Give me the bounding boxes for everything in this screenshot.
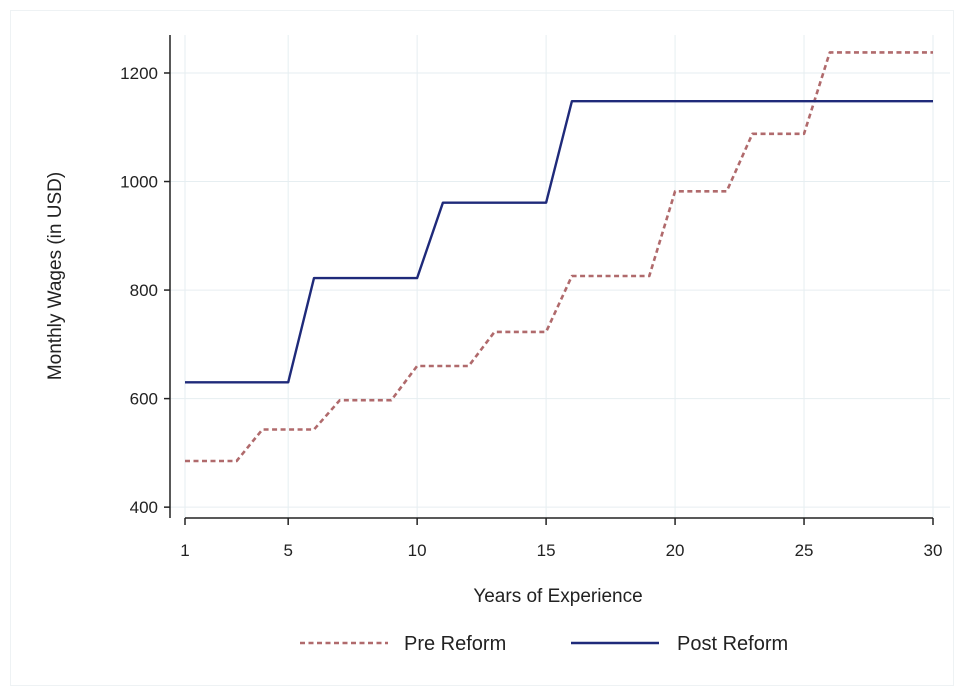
x-tick-label: 5 — [283, 541, 292, 560]
x-tick-label: 20 — [666, 541, 685, 560]
series-lines — [185, 51, 933, 463]
legend-label-pre-reform: Pre Reform — [404, 633, 506, 655]
series-line-pre-reform — [185, 51, 933, 463]
x-tick-label: 1 — [180, 541, 189, 560]
series-line-post-reform — [185, 99, 933, 384]
y-tick-label: 600 — [130, 390, 158, 409]
x-tick-label: 25 — [795, 541, 814, 560]
x-tick-label: 15 — [537, 541, 556, 560]
gridlines — [170, 35, 950, 518]
legend: Pre Reform Post Reform — [300, 633, 788, 655]
axes — [169, 35, 933, 519]
legend-label-post-reform: Post Reform — [677, 633, 788, 655]
y-axis-title: Monthly Wages (in USD) — [45, 172, 66, 380]
y-tick-label: 400 — [130, 498, 158, 517]
y-tick-label: 800 — [130, 281, 158, 300]
y-tick-label: 1000 — [120, 173, 158, 192]
y-tick-label: 1200 — [120, 64, 158, 83]
chart-panel — [10, 10, 954, 686]
x-tick-label: 30 — [924, 541, 943, 560]
x-tick-label: 10 — [408, 541, 427, 560]
x-axis-title: Years of Experience — [473, 586, 642, 607]
